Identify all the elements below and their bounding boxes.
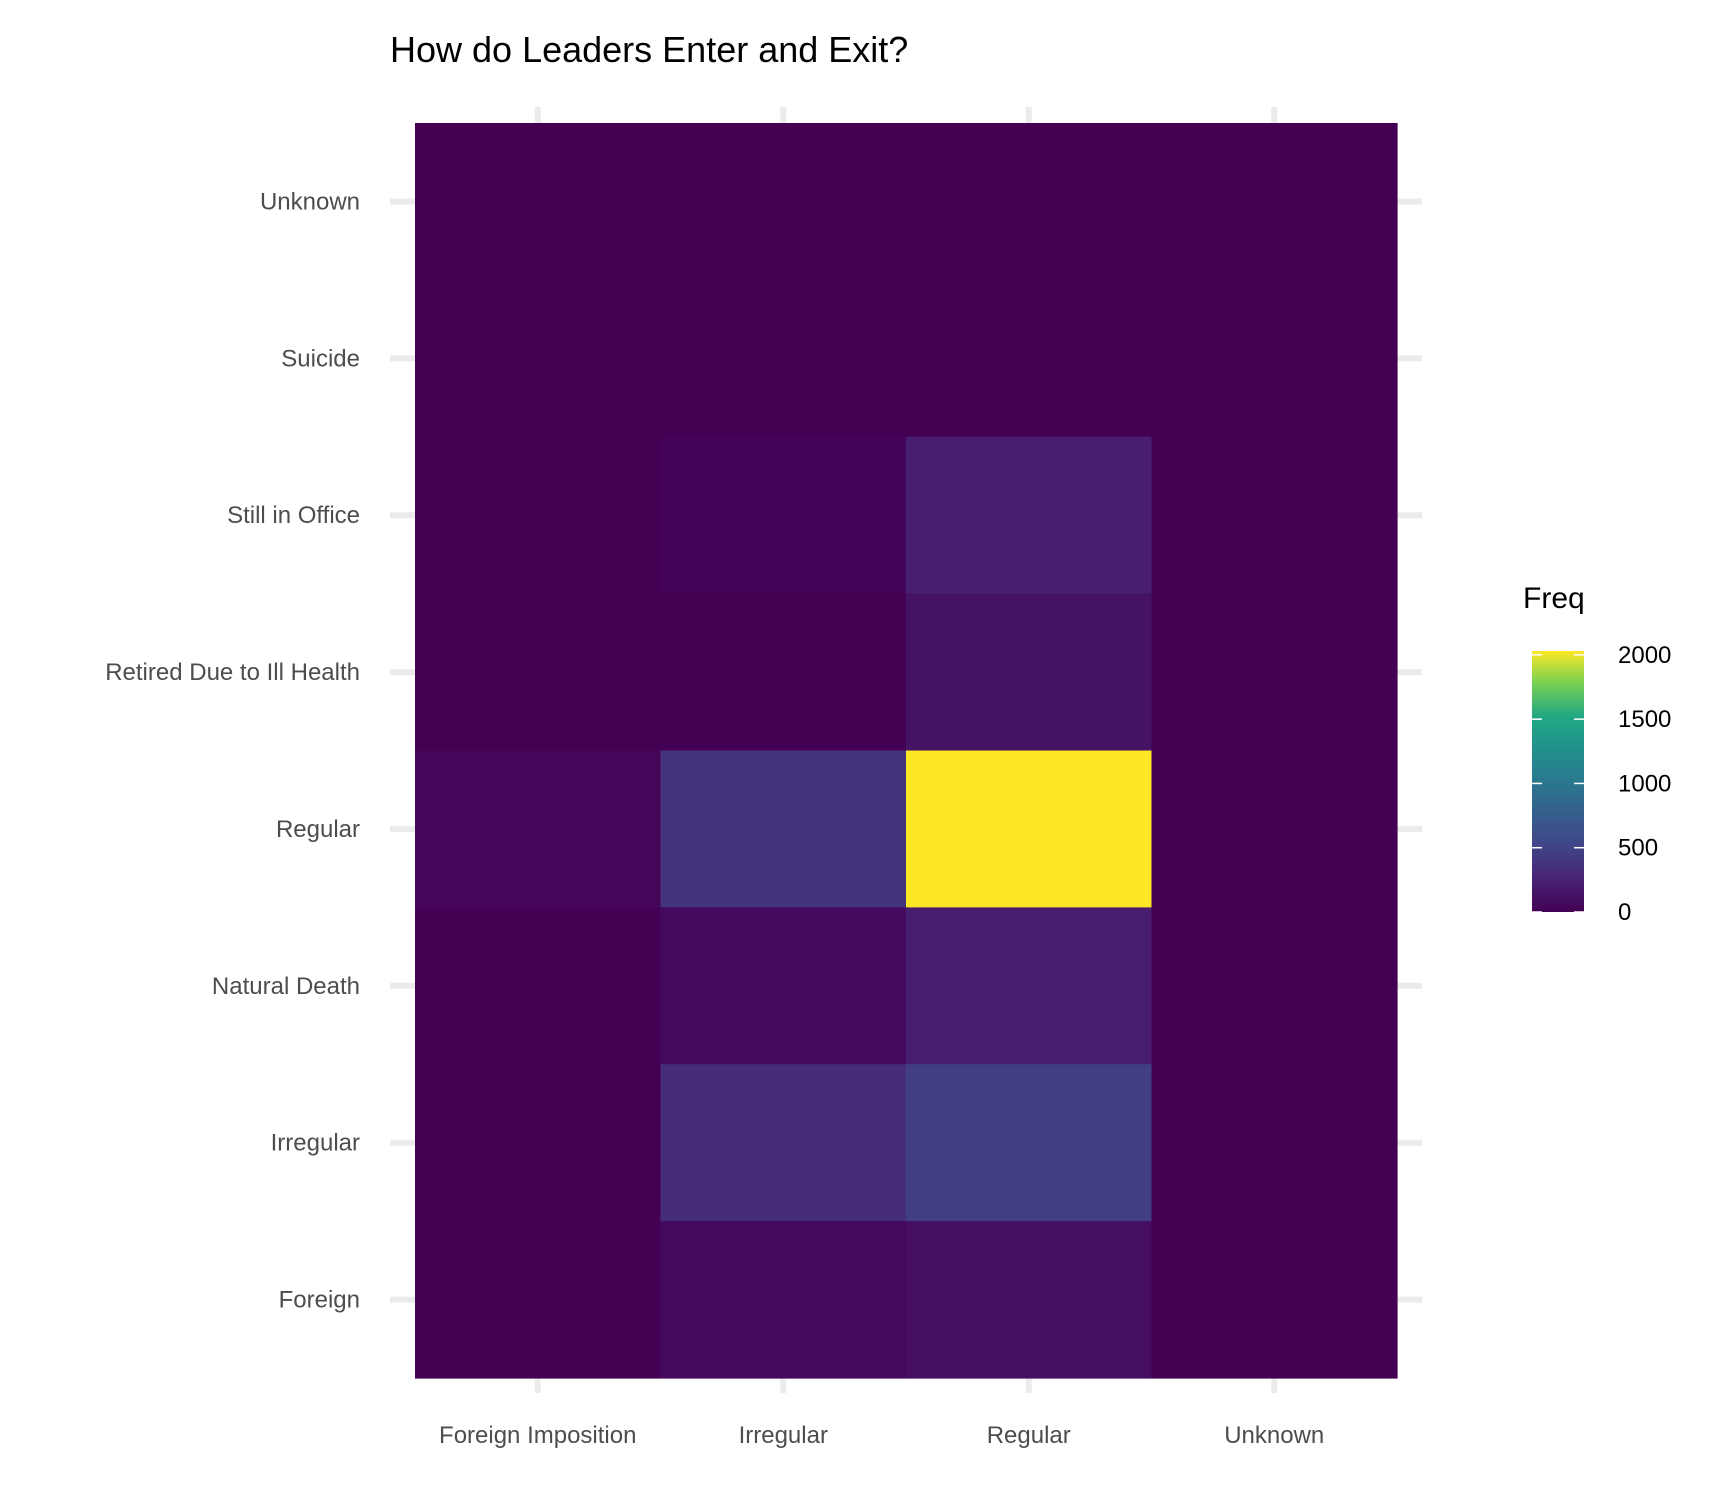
- legend-tick-label: 0: [1618, 899, 1631, 926]
- legend-tick-label: 1500: [1618, 706, 1671, 733]
- color-legend: Freq 0 500 1000 1500 2000: [1523, 582, 1671, 926]
- heatmap-cell: [1151, 436, 1398, 595]
- heatmap-cell: [906, 593, 1153, 752]
- heatmap-cell: [415, 907, 662, 1065]
- heatmap-cell: [660, 907, 907, 1065]
- x-tick-label: Foreign Imposition: [439, 1422, 636, 1449]
- heatmap-cells: [415, 123, 1398, 1379]
- x-tick-label: Unknown: [1224, 1422, 1324, 1449]
- y-tick-label: Still in Office: [227, 502, 360, 529]
- legend-tick-label: 500: [1618, 835, 1658, 862]
- heatmap-cell: [906, 750, 1153, 908]
- heatmap-cell: [660, 279, 907, 438]
- heatmap-cell: [906, 907, 1153, 1065]
- y-axis-tick-labels: Unknown Suicide Still in Office Retired Due…: [105, 188, 360, 1313]
- y-tick-label: Regular: [276, 816, 360, 843]
- heatmap-cell: [415, 593, 662, 752]
- chart-title: How do Leaders Enter and Exit?: [390, 29, 908, 70]
- heatmap-cell: [660, 436, 907, 595]
- heatmap-cell: [906, 1064, 1153, 1222]
- heatmap-cell: [660, 123, 907, 281]
- legend-colorbar: [1532, 651, 1584, 912]
- heatmap-cell: [415, 436, 662, 595]
- y-tick-label: Irregular: [271, 1130, 360, 1157]
- x-tick-label: Irregular: [739, 1422, 828, 1449]
- heatmap-cell: [1151, 907, 1398, 1065]
- y-tick-label: Retired Due to Ill Health: [105, 659, 360, 686]
- x-axis-tick-labels: Foreign Imposition Irregular Regular Unknow…: [439, 1422, 1324, 1449]
- heatmap-cell: [415, 123, 662, 281]
- heatmap-cell: [1151, 1221, 1398, 1379]
- heatmap-cell: [906, 436, 1153, 595]
- y-tick-label: Suicide: [281, 345, 360, 372]
- heatmap-cell: [906, 1221, 1153, 1379]
- heatmap-cell: [415, 1064, 662, 1222]
- heatmap-cell: [415, 750, 662, 908]
- heatmap-cell: [660, 1221, 907, 1379]
- heatmap-cell: [660, 593, 907, 752]
- heatmap-cell: [1151, 593, 1398, 752]
- heatmap-cell: [1151, 279, 1398, 438]
- heatmap-cell: [415, 279, 662, 438]
- heatmap-cell: [1151, 750, 1398, 908]
- legend-title: Freq: [1523, 582, 1585, 615]
- heatmap-cell: [906, 279, 1153, 438]
- y-tick-label: Natural Death: [212, 973, 360, 1000]
- y-tick-label: Unknown: [260, 188, 360, 215]
- legend-tick-label: 1000: [1618, 770, 1671, 797]
- heatmap-cell: [906, 123, 1153, 281]
- heatmap-cell: [415, 1221, 662, 1379]
- y-tick-label: Foreign: [279, 1287, 360, 1314]
- legend-tick-label: 2000: [1618, 642, 1671, 669]
- heatmap-cell: [1151, 123, 1398, 281]
- heatmap-cell: [660, 750, 907, 908]
- heatmap-cell: [1151, 1064, 1398, 1222]
- heatmap-cell: [660, 1064, 907, 1222]
- x-tick-label: Regular: [987, 1422, 1071, 1449]
